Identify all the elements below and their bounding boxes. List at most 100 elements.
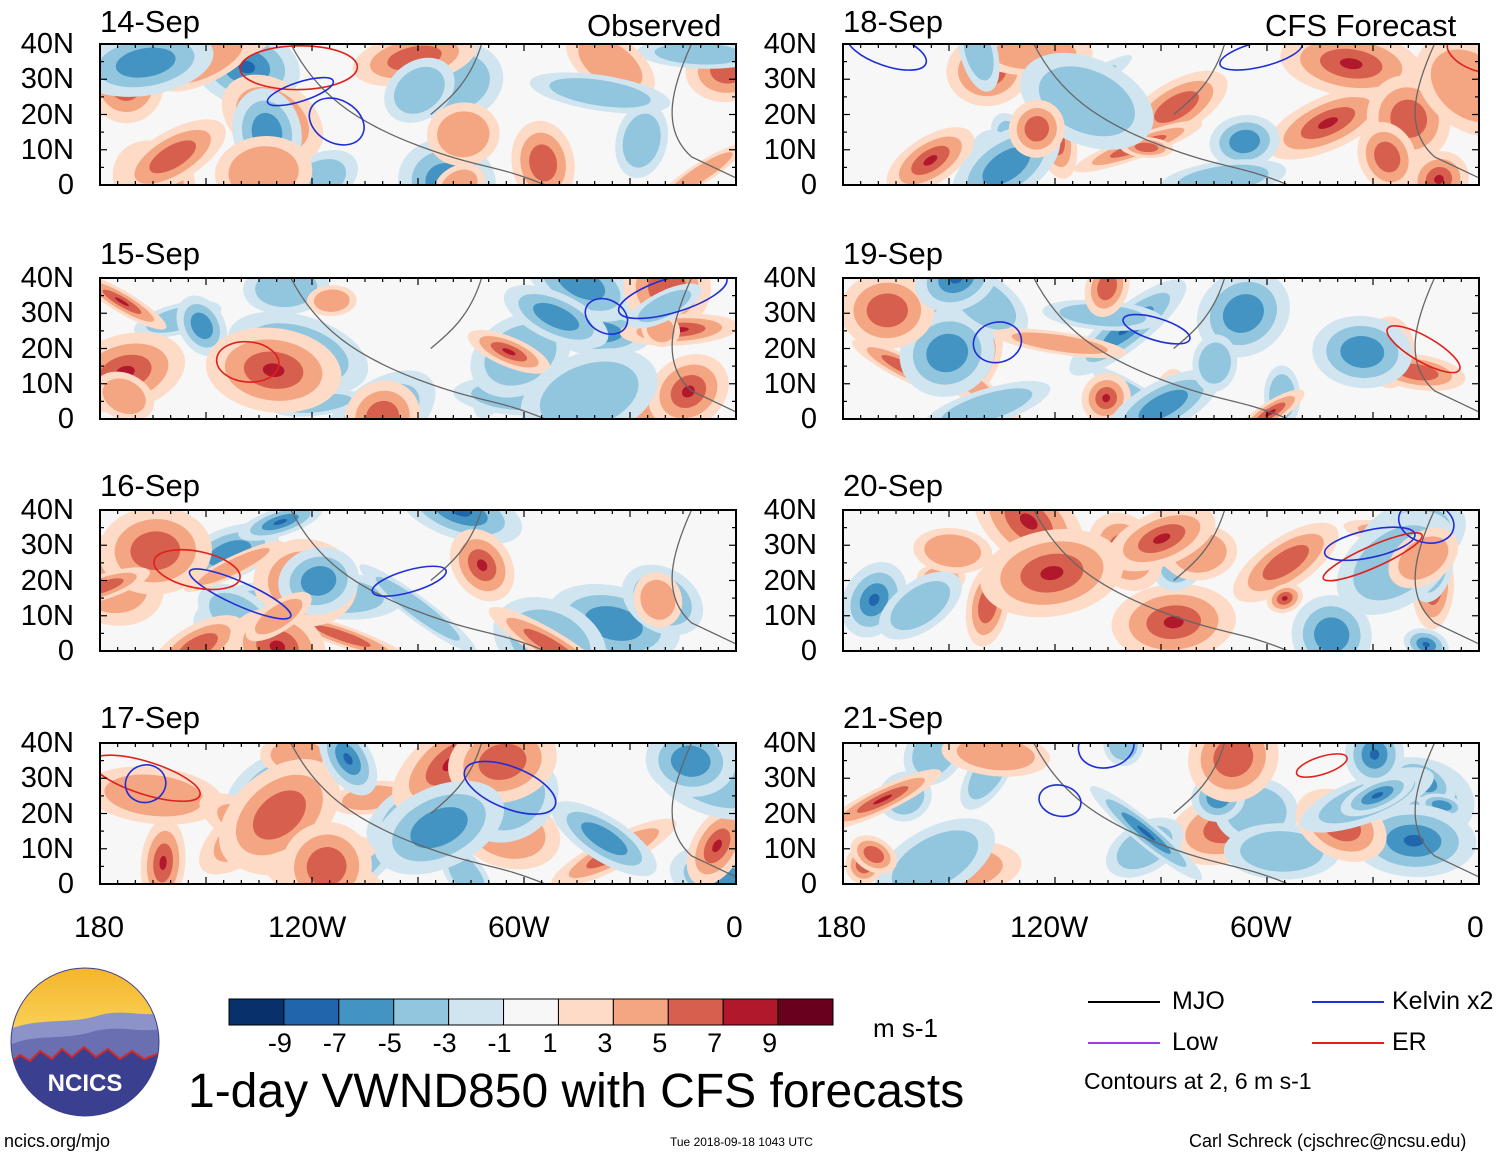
anomaly-blob [1281,596,1288,601]
map-panel-18-sep [842,43,1480,186]
panel-date-15-sep: 15-Sep [100,236,200,271]
y-tick-label: 20N [20,564,74,597]
anomaly-blob [924,534,982,568]
anomaly-blob [1102,394,1111,403]
anomaly-blob [269,640,286,651]
anomaly-blob [114,297,130,307]
anomaly-blob [437,111,490,158]
y-tick-label: 0 [800,635,817,667]
coastline [1173,44,1226,115]
anomaly-blob [581,822,628,856]
coastline [1033,44,1289,185]
author-credit: Carl Schreck (cjschrec@ncsu.edu) [1189,1131,1467,1151]
panel-date-18-sep: 18-Sep [843,4,943,39]
anomaly-blob [923,155,938,166]
anomaly-blob [447,853,486,884]
anomaly-blob [1024,116,1050,142]
chart-title: 1-day VWND850 with CFS forecasts [188,1065,965,1118]
anomaly-blob [159,855,167,870]
anomaly-blob [375,576,460,641]
y-tick-label: 30N [763,529,817,562]
coastline [430,44,483,115]
legend-line-kelvin [1312,1001,1384,1003]
coastline [430,510,483,581]
anomaly-blob [130,531,181,571]
anomaly-blob [502,348,516,356]
anomaly-blob [529,144,558,182]
colorbar-swatch [612,998,669,1026]
colorbar-swatch [667,998,724,1026]
anomaly-blob [102,378,146,415]
anomaly-blob [1318,117,1338,129]
anomaly-blob [313,289,350,312]
legend-label-mjo: MJO [1172,987,1225,1015]
wave-contour [1323,526,1416,562]
map-panel-20-sep [842,509,1480,652]
y-tick-label: 0 [800,403,817,435]
units-label: m s-1 [873,1013,938,1043]
anomaly-blob [1229,129,1261,154]
y-tick-label: 30N [20,762,74,795]
wave-contour [153,548,241,591]
map-panel-14-sep [99,43,737,186]
map-panel-21-sep [842,742,1480,885]
anomaly-blob [1097,278,1118,301]
colorbar-label: -7 [322,1028,347,1058]
y-tick-label: 30N [763,297,817,330]
x-tick-120w-right: 120W [1010,911,1089,944]
anomaly-blob [1153,533,1171,544]
y-tick-label: 10N [763,367,817,400]
colorbar-label: -5 [377,1028,402,1058]
anomaly-blob [863,845,885,864]
colorbar-swatch [503,998,559,1026]
wave-contour [584,297,629,335]
coastline [1173,510,1226,581]
wave-contour [1446,44,1479,74]
colorbar-swatch [338,998,395,1026]
anomaly-blob [1163,616,1184,629]
panel-date-17-sep: 17-Sep [100,700,200,735]
y-tick-label: 0 [57,868,74,900]
y-tick-label: 20N [763,98,817,131]
colorbar-swatch [722,998,779,1026]
x-tick-180-left: 180 [74,911,125,944]
legend-line-mjo [1088,1001,1160,1003]
colorbar-label: 5 [652,1028,668,1058]
anomaly-blob [956,743,1035,771]
anomaly-blob [549,78,651,108]
anomaly-blob [343,753,353,765]
y-tick-label: 40N [763,262,817,294]
y-tick-label: 30N [763,762,817,795]
anomaly-blob [1403,834,1424,847]
wave-contour [1038,784,1082,818]
wave-contour [124,764,167,804]
coastline [671,44,736,179]
anomaly-blob [115,47,176,78]
x-tick-0-right: 0 [1467,911,1484,944]
anomaly-blob [556,278,606,301]
anomaly-blob [300,566,337,596]
anomaly-blob [104,774,204,817]
coastline [1033,743,1289,884]
coastline [290,278,546,419]
map-panel-17-sep [99,742,737,885]
legend-label-kelvin: Kelvin x2 [1392,987,1494,1015]
y-tick-label: 30N [20,529,74,562]
site-link[interactable]: ncics.org/mjo [4,1131,111,1151]
anomaly-blob [476,559,488,571]
anomaly-blob [177,633,218,651]
anomaly-blob [868,593,880,606]
colorbar-swatch [393,998,450,1026]
anomaly-blob [1011,332,1108,354]
timestamp: Tue 2018-09-18 1043 UTC [670,1135,813,1149]
y-tick-label: 40N [763,28,817,60]
y-tick-label: 10N [20,599,74,632]
anomaly-blob [1240,831,1324,872]
coastline [1414,510,1479,645]
anomaly-blob [306,847,347,884]
map-panel-16-sep [99,509,737,652]
y-tick-label: 20N [763,332,817,365]
anomaly-blob [539,361,639,419]
coastline [430,743,483,814]
